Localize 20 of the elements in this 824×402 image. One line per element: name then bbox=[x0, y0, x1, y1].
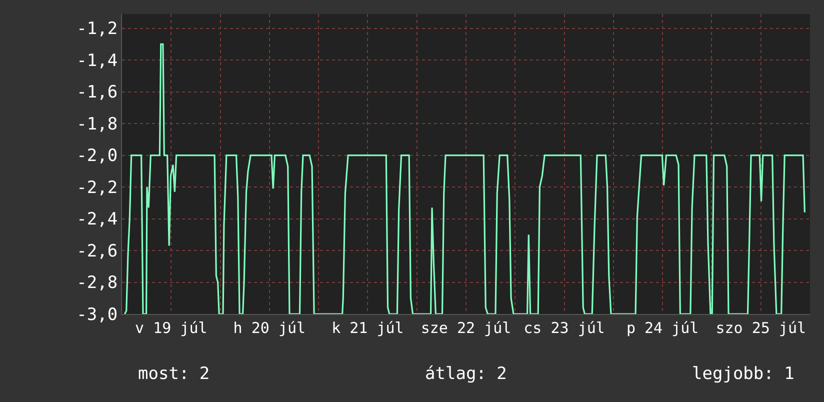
y-tick-label: -1,4 bbox=[76, 50, 118, 71]
y-tick-label: -1,2 bbox=[76, 19, 118, 40]
x-tick-label: cs 23 júl bbox=[524, 319, 605, 337]
text: most: 2 bbox=[138, 364, 210, 384]
x-tick-label: v 19 júl bbox=[135, 319, 208, 337]
x-tick-label: k 21 júl bbox=[332, 319, 404, 337]
x-tick-label: szo 25 júl bbox=[716, 319, 806, 337]
text: átlag: 2 bbox=[425, 364, 507, 384]
y-tick-label: -2,8 bbox=[76, 273, 118, 294]
y-tick-label: -3,0 bbox=[76, 304, 118, 325]
y-tick-label: -2,2 bbox=[76, 178, 118, 198]
x-tick-label: sze 22 júl bbox=[420, 319, 512, 337]
y-tick-label: -1,6 bbox=[76, 82, 118, 103]
x-tick-label: h 20 júl bbox=[233, 319, 306, 337]
y-tick-label: -2,0 bbox=[76, 146, 118, 166]
y-tick-label: -2,6 bbox=[76, 241, 118, 262]
y-tick-label: -1,8 bbox=[76, 114, 118, 134]
x-tick-label: p 24 júl bbox=[626, 319, 699, 337]
text: legjobb: 1 bbox=[692, 364, 794, 384]
y-tick-label: -2,4 bbox=[76, 210, 118, 230]
